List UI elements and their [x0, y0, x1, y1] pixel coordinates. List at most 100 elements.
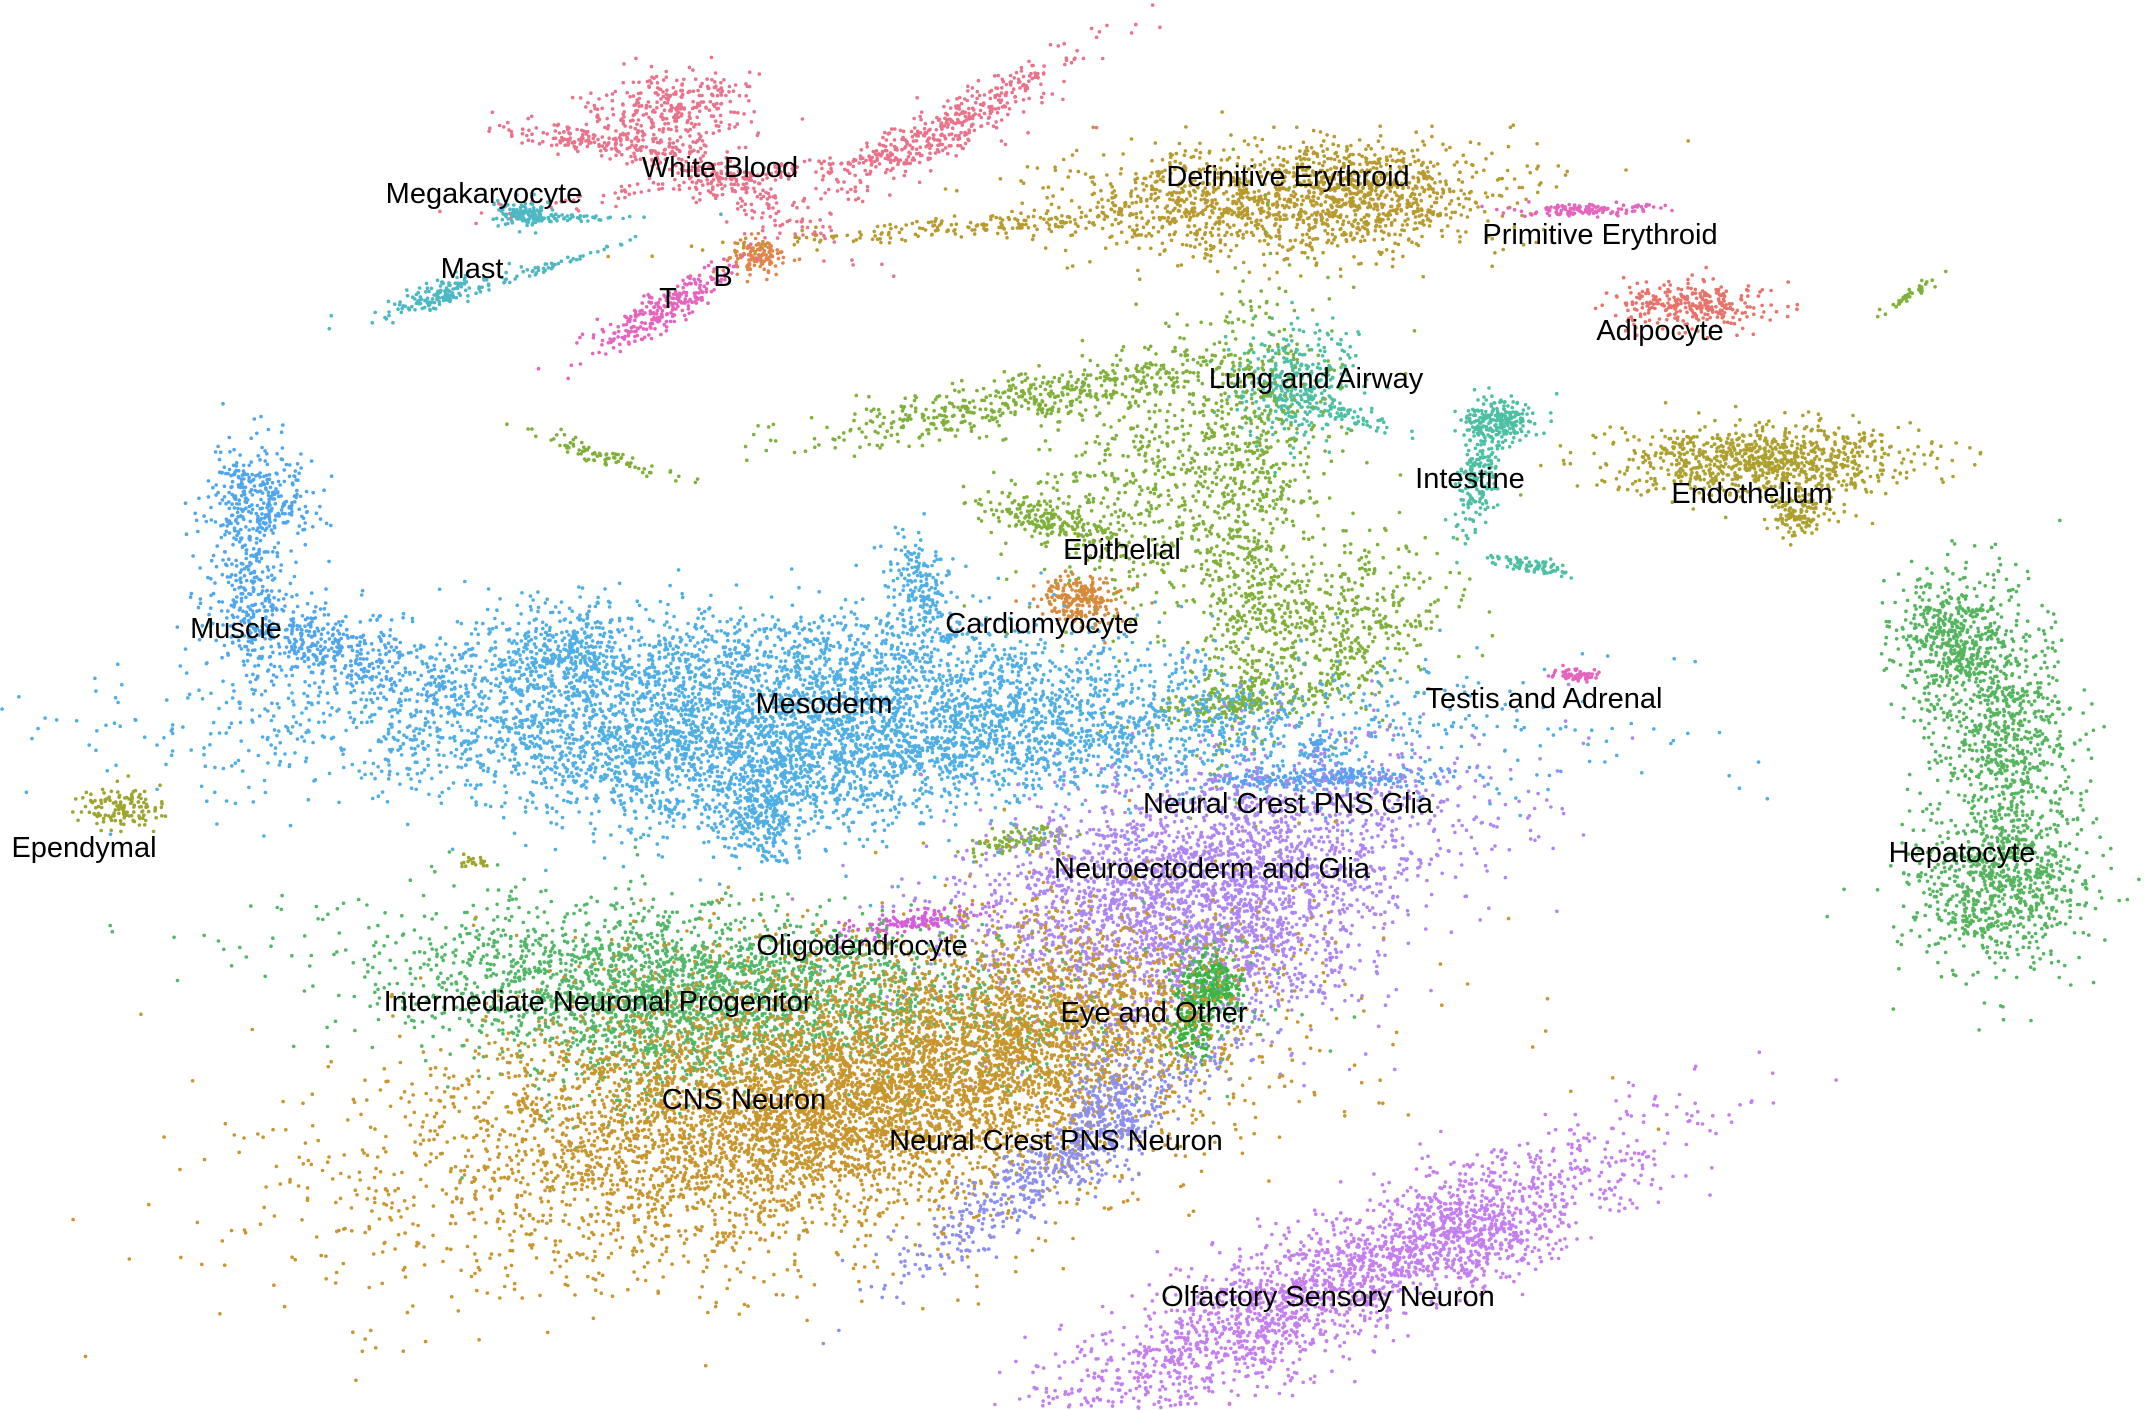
cell-point — [1045, 195, 1049, 200]
cell-point — [906, 155, 911, 159]
cell-point — [1149, 192, 1154, 197]
cell-point — [697, 273, 702, 278]
cell-point — [828, 156, 832, 160]
cell-point — [700, 290, 705, 295]
cell-point — [674, 116, 679, 121]
cell-point — [639, 124, 643, 128]
cell-point — [1341, 219, 1346, 223]
cell-point — [752, 186, 756, 191]
cell-point — [1084, 226, 1088, 231]
cell-point — [1513, 431, 1517, 436]
cell-point — [1148, 174, 1153, 179]
cell-point — [1344, 331, 1348, 336]
cell-point — [1262, 263, 1267, 268]
cell-point — [747, 262, 752, 267]
cell-point — [728, 99, 733, 104]
cell-point — [970, 86, 975, 90]
cell-point — [1512, 436, 1516, 440]
cell-point — [373, 310, 378, 315]
cell-point — [738, 238, 743, 242]
cell-point — [1133, 177, 1137, 182]
cell-point — [1725, 320, 1730, 325]
cell-point — [1327, 214, 1332, 218]
cell-point — [644, 106, 648, 110]
cell-point — [635, 333, 640, 338]
cell-point — [1357, 332, 1361, 337]
cell-point — [504, 212, 509, 217]
cell-point — [644, 112, 649, 116]
cell-point — [1686, 139, 1690, 143]
cell-point — [1414, 242, 1419, 246]
cell-point — [898, 158, 903, 162]
cell-point — [1604, 207, 1609, 212]
cell-point — [916, 134, 920, 138]
cell-point — [1273, 470, 1277, 475]
cell-point — [1645, 300, 1649, 305]
cell-point — [819, 231, 823, 236]
cell-point — [1342, 156, 1347, 160]
cell-point — [1240, 216, 1244, 220]
cell-point — [912, 116, 916, 121]
cell-point — [1346, 353, 1350, 357]
cell-point — [724, 93, 728, 98]
cell-point — [1314, 261, 1319, 266]
cell-point — [1150, 210, 1155, 214]
cell-point — [1373, 153, 1377, 157]
cell-point — [1234, 201, 1239, 206]
cell-point — [888, 151, 893, 155]
cell-point — [1738, 317, 1742, 322]
cell-point — [1434, 196, 1439, 200]
cell-point — [1369, 146, 1373, 151]
cell-point — [915, 96, 919, 100]
cell-point — [636, 101, 641, 105]
cell-point — [593, 106, 597, 111]
cell-point — [806, 205, 810, 210]
cell-point — [1398, 233, 1403, 237]
cell-point — [1254, 444, 1259, 448]
cell-point — [632, 151, 636, 156]
cell-point — [1453, 210, 1458, 215]
cell-point — [1160, 157, 1165, 162]
cell-point — [533, 231, 538, 235]
cell-point — [416, 290, 421, 295]
cell-point — [1198, 141, 1202, 146]
cell-point — [702, 284, 706, 289]
cell-point — [720, 192, 725, 197]
cell-point — [1270, 348, 1275, 353]
cell-point — [579, 140, 583, 145]
cell-point — [1139, 210, 1143, 215]
cell-point — [935, 115, 939, 120]
cell-point — [443, 297, 447, 302]
cell-point — [1549, 419, 1553, 424]
cell-point — [1165, 192, 1170, 197]
cell-point — [1134, 215, 1139, 220]
cell-point — [1508, 431, 1513, 436]
cell-point — [1330, 227, 1335, 232]
cell-point — [1464, 420, 1468, 424]
cell-point — [659, 97, 663, 101]
cell-point — [1257, 406, 1261, 411]
cell-point — [634, 56, 638, 61]
cell-point — [1745, 305, 1749, 309]
cell-point — [753, 236, 758, 241]
cell-point — [1172, 232, 1176, 237]
cell-point — [1000, 77, 1005, 82]
cell-point — [1374, 262, 1379, 266]
cell-point — [1389, 204, 1394, 209]
cell-point — [1356, 225, 1360, 230]
cell-point — [1496, 432, 1500, 437]
cell-point — [1364, 147, 1368, 151]
cell-point — [1220, 110, 1224, 114]
cell-point — [1667, 279, 1671, 284]
cell-point — [711, 114, 716, 118]
cell-point — [1421, 160, 1425, 165]
cell-point — [756, 131, 760, 135]
cell-point — [1139, 199, 1143, 204]
cell-point — [958, 120, 962, 125]
cell-point — [413, 308, 417, 312]
cell-point — [859, 233, 863, 237]
cell-point — [574, 257, 579, 262]
cell-point — [1334, 415, 1338, 420]
cell-point — [1103, 214, 1108, 218]
cell-point — [1066, 214, 1071, 219]
